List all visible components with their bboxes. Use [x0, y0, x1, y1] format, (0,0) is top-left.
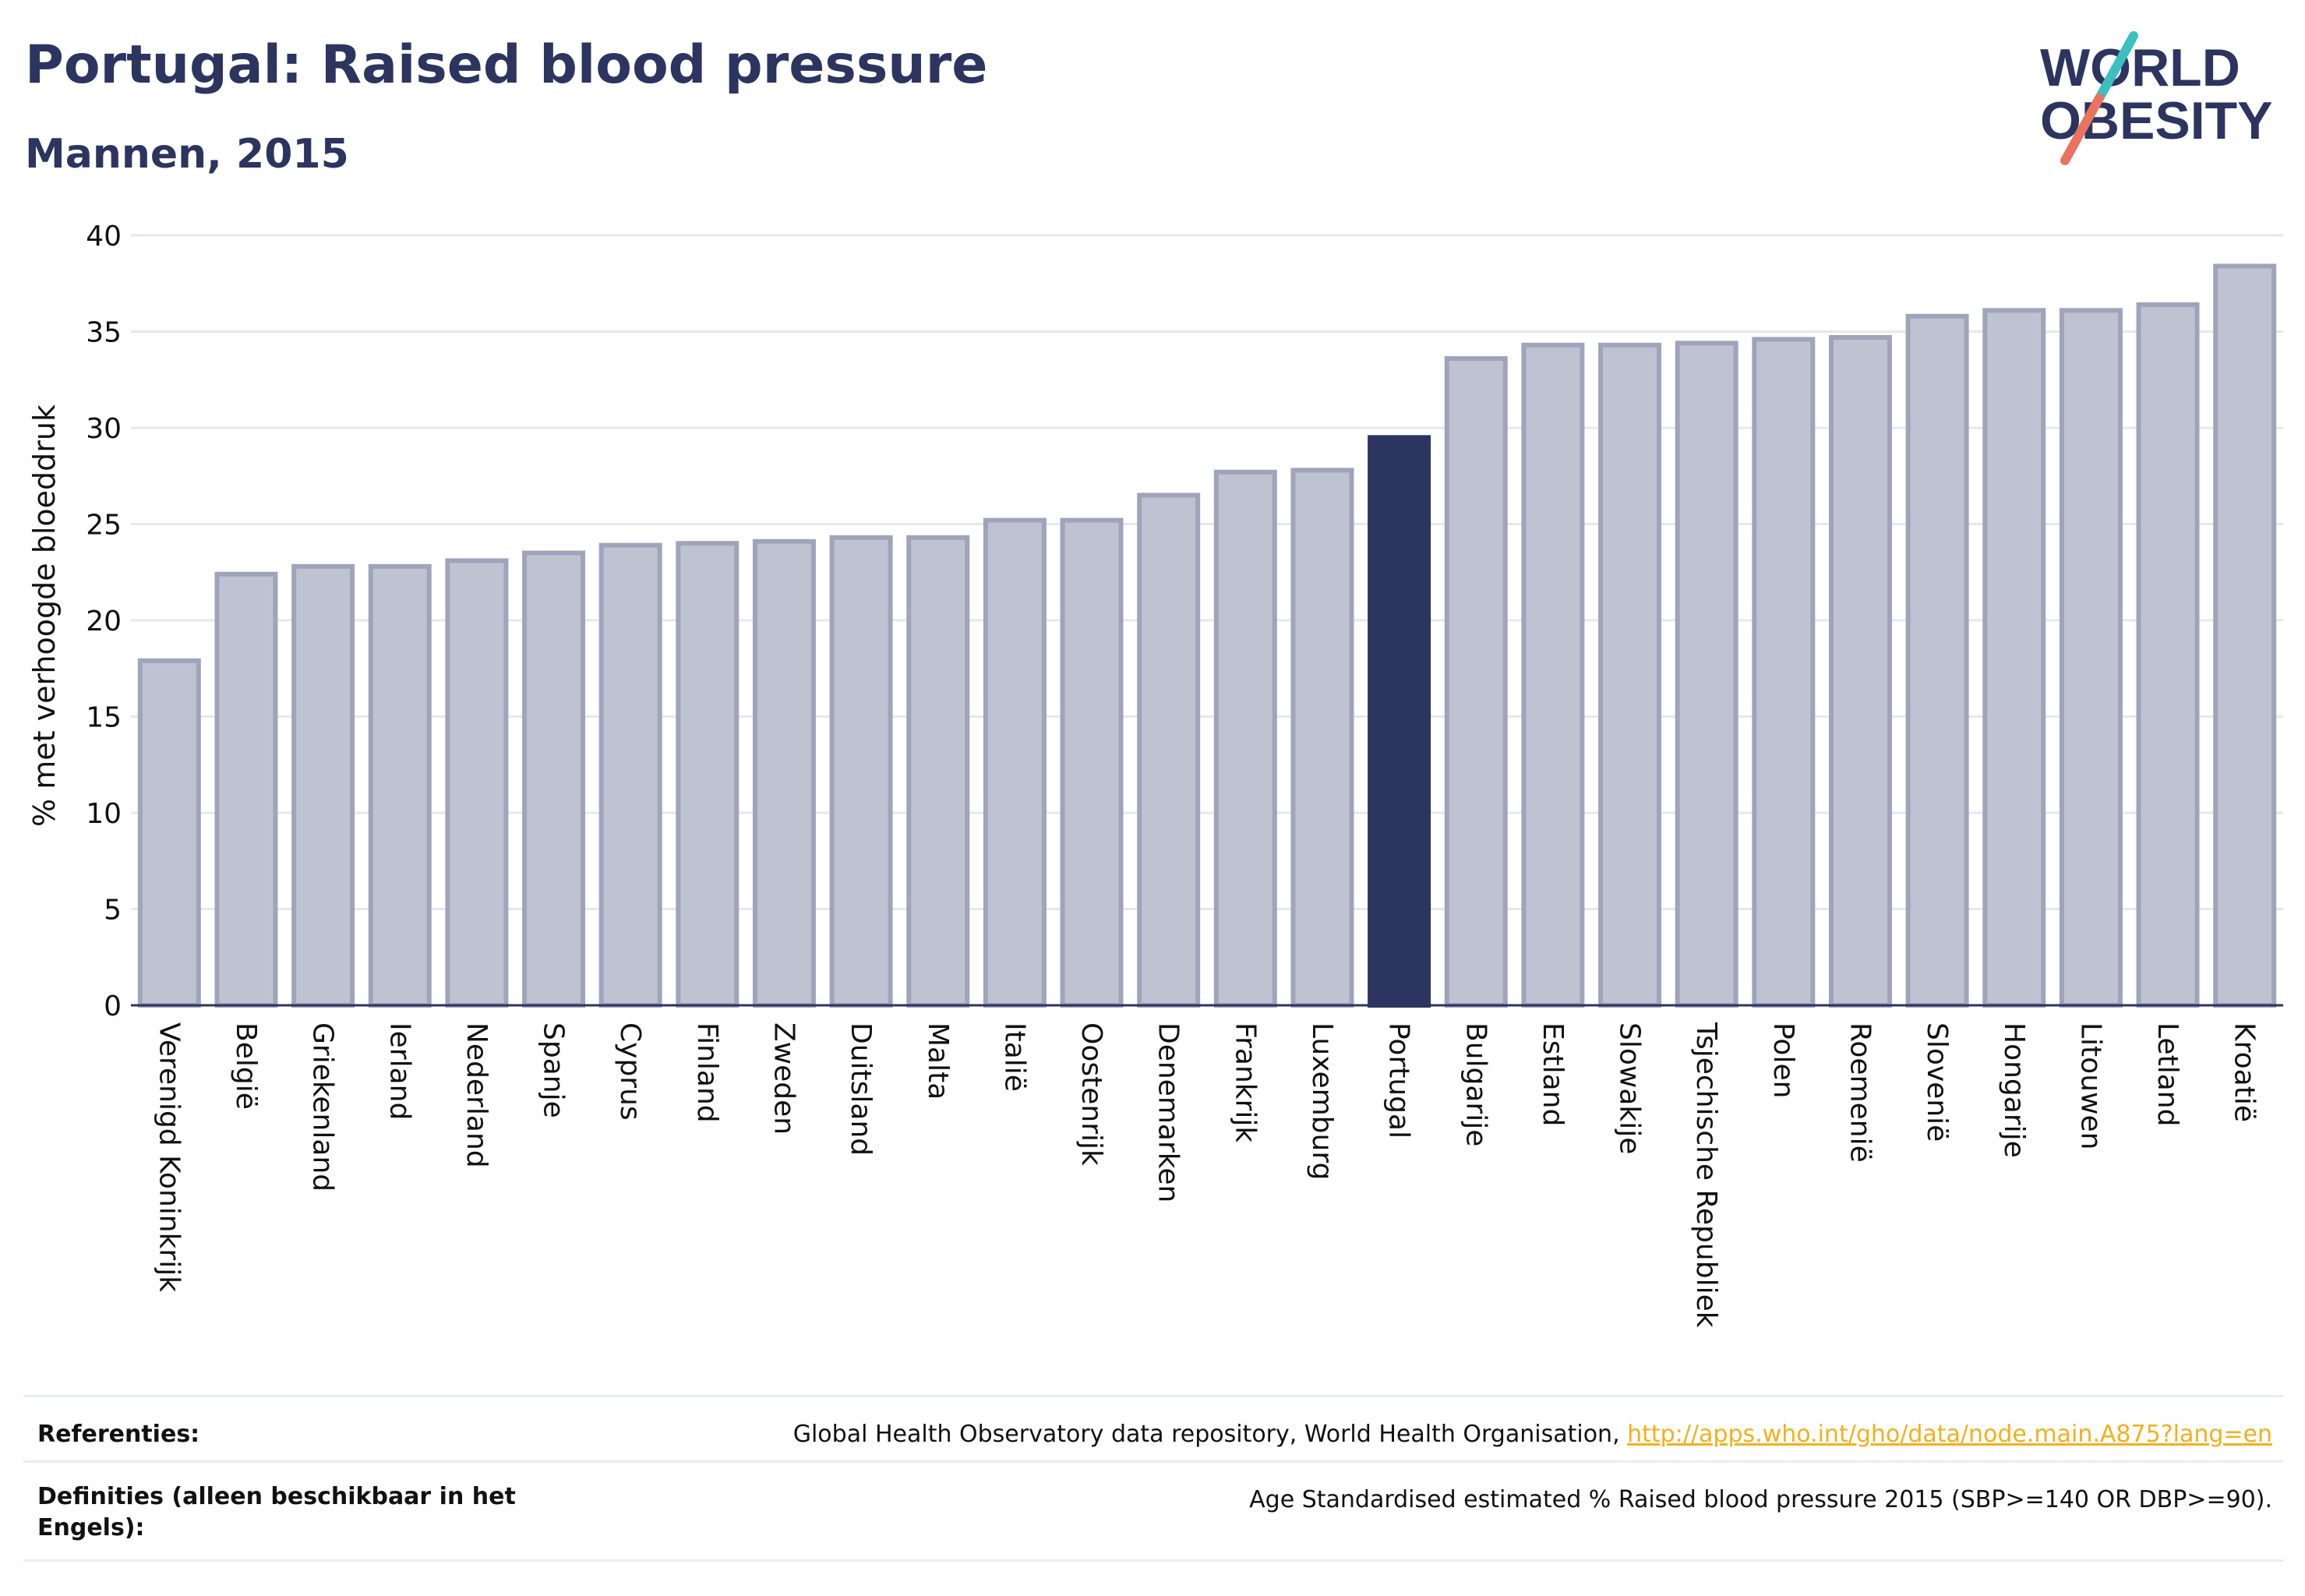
x-tick-labels: Verenigd Koninkrijk België Griekenland Ierl…: [153, 1022, 2260, 1328]
logo-slash-coral: [2060, 94, 2104, 165]
x-tick-label: Bulgarije: [1460, 1022, 1491, 1146]
x-tick-label: Polen: [1767, 1022, 1799, 1098]
bar: [1213, 469, 1277, 1008]
x-tick-label: Roemenië: [1844, 1022, 1876, 1163]
bar: [291, 563, 355, 1008]
x-tick-label: Duitsland: [845, 1022, 877, 1156]
references-label: Referenties:: [37, 1421, 200, 1448]
bar: [445, 558, 509, 1008]
bar: [522, 550, 586, 1008]
definitions-row: Definities (alleen beschikbaar in het En…: [23, 1460, 2283, 1562]
world-obesity-logo: WORLD OBESITY: [2040, 31, 2273, 165]
bar: [1675, 341, 1738, 1008]
x-tick-label: Oostenrijk: [1075, 1022, 1107, 1166]
y-tick-label: 15: [86, 702, 122, 734]
x-tick-label: Litouwen: [2074, 1022, 2106, 1149]
x-tick-label: Tsjechische Republiek: [1690, 1022, 1722, 1328]
x-tick-label: Frankrijk: [1229, 1022, 1261, 1142]
definitions-label: Definities (alleen beschikbaar in het En…: [37, 1483, 516, 1541]
bar: [2213, 263, 2277, 1008]
bar: [2059, 308, 2123, 1008]
x-tick-label: België: [230, 1022, 262, 1110]
bar: [598, 542, 662, 1008]
y-tick-label: 5: [104, 895, 122, 927]
x-tick-label: Ierland: [383, 1022, 415, 1120]
y-tick-labels: 0 5 10 15 20 25 30 35 40: [86, 221, 122, 1022]
bar: [2136, 302, 2200, 1008]
x-tick-label: Griekenland: [307, 1022, 339, 1192]
references-link[interactable]: http://apps.who.int/gho/data/node.main.A…: [1627, 1421, 2272, 1448]
bar: [1598, 342, 1662, 1008]
x-tick-label: Portugal: [1383, 1022, 1415, 1139]
chart-title: Portugal: Raised blood pressure: [25, 34, 988, 96]
y-tick-label: 25: [86, 510, 122, 542]
x-tick-label: Estland: [1537, 1022, 1569, 1126]
bar: [1828, 334, 1892, 1008]
x-tick-label: Nederland: [461, 1022, 492, 1168]
bar: [1137, 493, 1201, 1008]
bar: [983, 517, 1047, 1008]
x-tick-label: Letland: [2151, 1022, 2183, 1126]
x-tick-label: Malta: [922, 1022, 954, 1100]
x-tick-label: Cyprus: [614, 1022, 646, 1121]
x-tick-label: Zweden: [768, 1022, 800, 1135]
y-axis-label: % met verhoogde bloeddruk: [27, 404, 62, 827]
bar: [906, 535, 970, 1008]
bar: [137, 658, 201, 1008]
y-tick-label: 40: [86, 221, 122, 252]
definitions-value: Age Standardised estimated % Raised bloo…: [1249, 1486, 2272, 1513]
references-row: Referenties: Global Health Observatory d…: [23, 1395, 2283, 1463]
bar: [1905, 313, 1969, 1008]
logo-text-world: WORLD: [2040, 38, 2240, 97]
chart-subtitle: Mannen, 2015: [25, 131, 349, 178]
x-tick-label: Verenigd Koninkrijk: [153, 1022, 185, 1292]
bar: [368, 563, 432, 1008]
bar: [1521, 342, 1585, 1008]
bar: [676, 541, 740, 1008]
bar: [1752, 337, 1816, 1008]
x-tick-label: Italië: [998, 1022, 1030, 1092]
bar: [1290, 468, 1354, 1008]
references-value: Global Health Observatory data repositor…: [793, 1421, 2272, 1448]
y-tick-label: 10: [86, 798, 122, 830]
bar-highlight: [1368, 435, 1431, 1008]
bar: [1060, 517, 1124, 1008]
x-tick-label: Finland: [691, 1022, 723, 1123]
bar: [752, 538, 816, 1008]
x-tick-label: Slovenië: [1921, 1022, 1953, 1142]
bar: [214, 571, 278, 1008]
x-tick-label: Spanje: [538, 1022, 570, 1118]
y-tick-label: 20: [86, 606, 122, 637]
x-tick-label: Kroatië: [2229, 1022, 2261, 1122]
x-tick-label: Luxemburg: [1306, 1022, 1338, 1180]
y-tick-label: 35: [86, 317, 122, 349]
y-tick-label: 0: [104, 990, 122, 1022]
bar-chart: 0 5 10 15 20 25 30 35 40 Verenigd Koninkrijk Belg…: [27, 221, 2283, 1328]
bar: [1444, 356, 1508, 1008]
logo-slash-teal: [2095, 31, 2138, 103]
y-tick-label: 30: [86, 413, 122, 445]
bar: [1982, 308, 2046, 1008]
bar: [829, 535, 893, 1008]
bar-layer: [137, 263, 2277, 1008]
x-tick-label: Denemarken: [1152, 1022, 1184, 1202]
references-text: Global Health Observatory data repositor…: [792, 1421, 1628, 1448]
x-tick-label: Slowakije: [1614, 1022, 1646, 1154]
x-tick-label: Hongarije: [1998, 1022, 2030, 1158]
